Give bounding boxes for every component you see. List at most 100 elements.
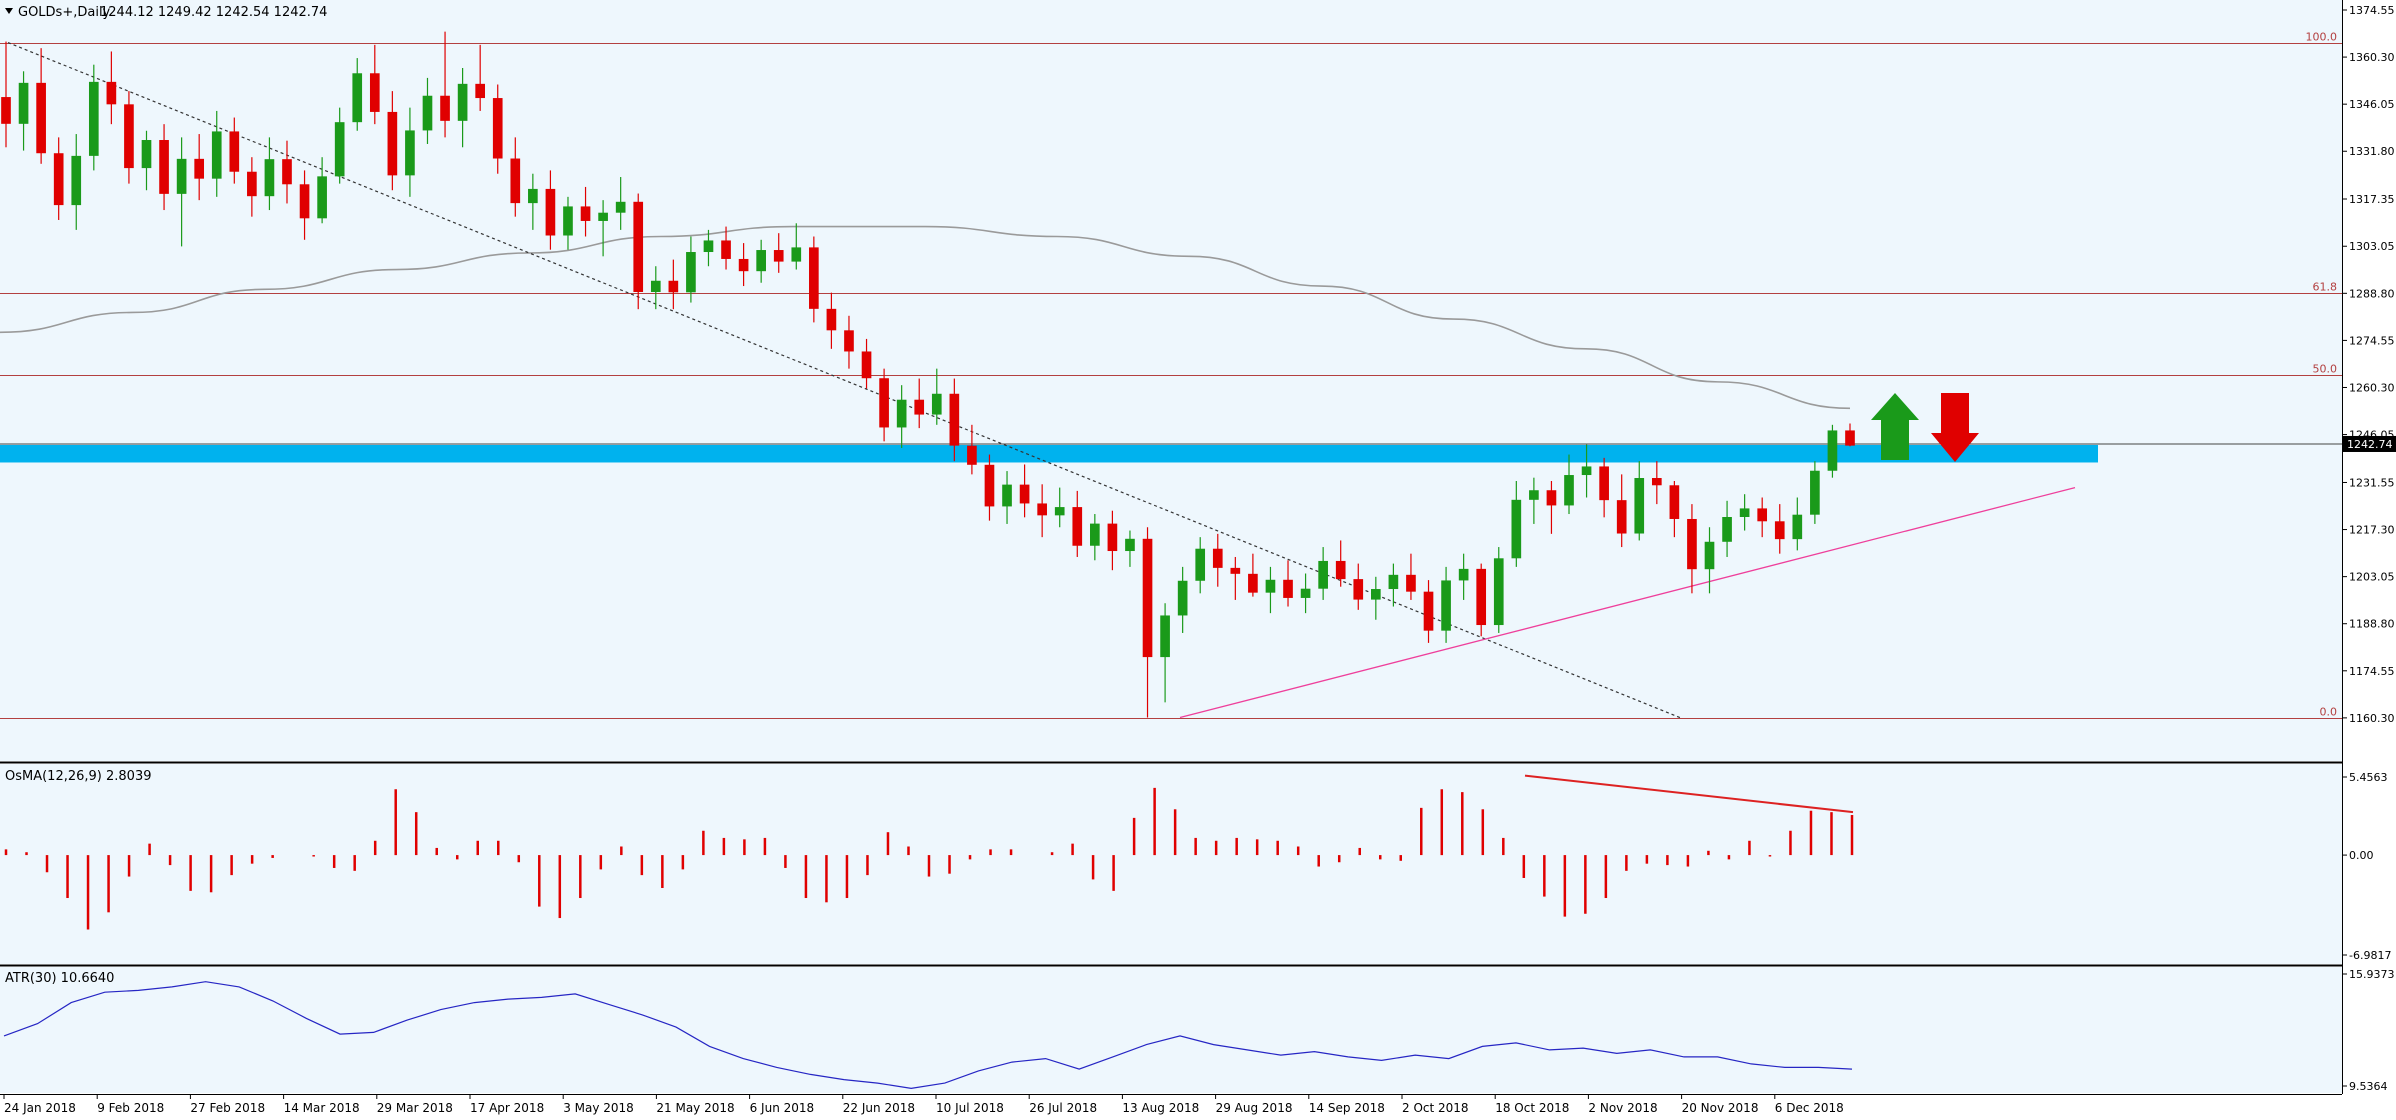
atr-tick-label: 9.5364 <box>2349 1080 2388 1093</box>
candle-body <box>914 399 925 415</box>
candle-body <box>194 158 205 179</box>
candle-body <box>1 97 11 124</box>
candle-body <box>1634 478 1645 534</box>
candle-body <box>1722 516 1732 542</box>
osma-title: OsMA(12,26,9) 2.8039 <box>5 769 152 784</box>
candle-body <box>1335 560 1346 580</box>
candle-body <box>1792 514 1803 540</box>
candle-body <box>1441 580 1451 631</box>
date-tick-label: 10 Jul 2018 <box>936 1101 1004 1115</box>
candle-body <box>1739 508 1750 517</box>
menu-triangle-icon[interactable] <box>5 8 13 14</box>
candle-body <box>422 95 433 131</box>
candle-body <box>1195 548 1206 581</box>
candle-body <box>1265 579 1276 593</box>
date-tick-label: 2 Nov 2018 <box>1588 1101 1657 1115</box>
candle-body <box>791 247 802 262</box>
candle-body <box>703 240 714 253</box>
candle-body <box>1283 579 1293 598</box>
candle-body <box>809 247 819 309</box>
candle-body <box>1177 580 1188 616</box>
osma-tick-label: 0.00 <box>2349 849 2374 862</box>
candle-body <box>299 184 310 219</box>
axes-layer: 1374.55 1360.30 1346.05 1331.80 1317.35 1303.… <box>3 4 2396 1115</box>
price-layer: 100.0 61.8 50.0 0.0 <box>0 31 2342 719</box>
price-tick-label: 1288.80 <box>2349 287 2395 300</box>
candle-body <box>1704 541 1715 570</box>
date-tick-label: 21 May 2018 <box>656 1101 734 1115</box>
price-tick-label: 1188.80 <box>2349 618 2395 631</box>
candle-body <box>1651 478 1662 486</box>
candle-body <box>580 206 591 221</box>
candle-body <box>282 159 292 185</box>
candle-body <box>844 330 854 352</box>
date-tick-label: 18 Oct 2018 <box>1495 1101 1569 1115</box>
candle-body <box>1827 430 1838 471</box>
atr-panel[interactable] <box>0 967 2342 1093</box>
support-zone <box>0 444 2098 463</box>
candle-body <box>949 393 960 446</box>
price-tick-label: 1374.55 <box>2349 4 2395 17</box>
osma-panel[interactable] <box>0 764 2342 964</box>
date-tick-label: 2 Oct 2018 <box>1402 1101 1469 1115</box>
price-tick-label: 1174.55 <box>2349 665 2395 678</box>
candle-body <box>229 131 240 172</box>
candle-body <box>264 159 275 197</box>
symbol-label: GOLDs+,Daily <box>18 5 111 20</box>
date-tick-label: 29 Mar 2018 <box>377 1101 453 1115</box>
candle-body <box>1810 470 1820 515</box>
price-tick-label: 1203.05 <box>2349 571 2395 584</box>
candle-body <box>334 122 345 177</box>
price-panel[interactable] <box>0 0 2342 761</box>
candle-body <box>545 188 556 236</box>
atr-tick-label: 15.9373 <box>2349 968 2395 981</box>
date-tick-label: 14 Mar 2018 <box>284 1101 360 1115</box>
candle-body <box>1687 518 1697 570</box>
candle-body <box>141 140 152 169</box>
candle-body <box>1230 567 1241 574</box>
candle-body <box>1037 503 1047 516</box>
candle-body <box>106 81 117 105</box>
price-tick-label: 1217.30 <box>2349 524 2395 537</box>
osma-tick-label: -6.9817 <box>2349 949 2391 962</box>
candle-body <box>1564 475 1574 506</box>
buy-arrow-icon <box>1871 393 1919 460</box>
candle-body <box>457 83 468 121</box>
candle-body <box>1002 484 1012 507</box>
candle-body <box>53 153 64 206</box>
candle-body <box>18 82 29 124</box>
candle-body <box>1160 615 1170 658</box>
candle-body <box>36 82 46 154</box>
candle-body <box>159 140 169 194</box>
date-tick-label: 3 May 2018 <box>563 1101 634 1115</box>
candle-body <box>352 73 363 123</box>
fib-level-label: 50.0 <box>2313 363 2338 376</box>
date-tick-label: 6 Jun 2018 <box>750 1101 815 1115</box>
candle-body <box>1476 568 1487 626</box>
fib-level-label: 61.8 <box>2313 281 2338 294</box>
moving-average-line <box>0 225 1851 410</box>
candle-body <box>1511 499 1522 559</box>
date-tick-label: 13 Aug 2018 <box>1122 1101 1199 1115</box>
candle-body <box>1318 560 1328 589</box>
candle-body <box>387 111 398 176</box>
candle-body <box>563 206 573 236</box>
candle-body <box>1529 490 1539 500</box>
current-price-label: 1242.74 <box>2347 438 2393 451</box>
price-tick-label: 1331.80 <box>2349 145 2395 158</box>
date-tick-label: 29 Aug 2018 <box>1216 1101 1293 1115</box>
price-tick-label: 1260.30 <box>2349 381 2395 394</box>
candle-body <box>1090 523 1100 546</box>
candle-body <box>1669 485 1680 519</box>
candle-body <box>1406 574 1416 592</box>
date-tick-label: 6 Dec 2018 <box>1775 1101 1844 1115</box>
candle-body <box>176 158 187 194</box>
sell-arrow-icon <box>1931 393 1979 462</box>
candle-body <box>1581 466 1592 476</box>
atr-layer <box>3 981 1853 1090</box>
candle-body <box>650 280 661 292</box>
candle-body <box>1458 568 1469 581</box>
osma-tick-label: 5.4563 <box>2349 771 2388 784</box>
candle-body <box>1845 430 1855 446</box>
